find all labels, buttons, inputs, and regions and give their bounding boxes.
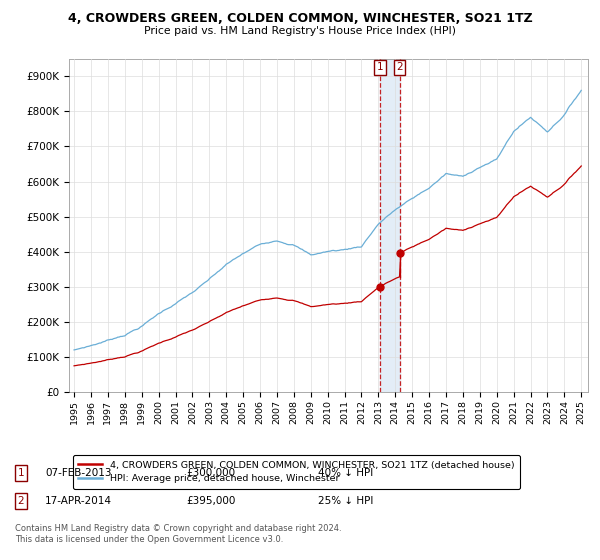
Bar [380,59,400,392]
Text: 1: 1 [17,468,25,478]
Text: 4, CROWDERS GREEN, COLDEN COMMON, WINCHESTER, SO21 1TZ: 4, CROWDERS GREEN, COLDEN COMMON, WINCHE… [68,12,532,25]
Text: 40% ↓ HPI: 40% ↓ HPI [318,468,373,478]
Text: 17-APR-2014: 17-APR-2014 [45,496,112,506]
Text: This data is licensed under the Open Government Licence v3.0.: This data is licensed under the Open Gov… [15,535,283,544]
Text: 25% ↓ HPI: 25% ↓ HPI [318,496,373,506]
Text: 2: 2 [17,496,25,506]
Text: Price paid vs. HM Land Registry's House Price Index (HPI): Price paid vs. HM Land Registry's House … [144,26,456,36]
Text: 2: 2 [396,62,403,72]
Text: 07-FEB-2013: 07-FEB-2013 [45,468,112,478]
Text: £395,000: £395,000 [186,496,235,506]
Text: Contains HM Land Registry data © Crown copyright and database right 2024.: Contains HM Land Registry data © Crown c… [15,524,341,533]
Legend: 4, CROWDERS GREEN, COLDEN COMMON, WINCHESTER, SO21 1TZ (detached house), HPI: Av: 4, CROWDERS GREEN, COLDEN COMMON, WINCHE… [73,455,520,489]
Text: 1: 1 [376,62,383,72]
Text: £300,000: £300,000 [186,468,235,478]
